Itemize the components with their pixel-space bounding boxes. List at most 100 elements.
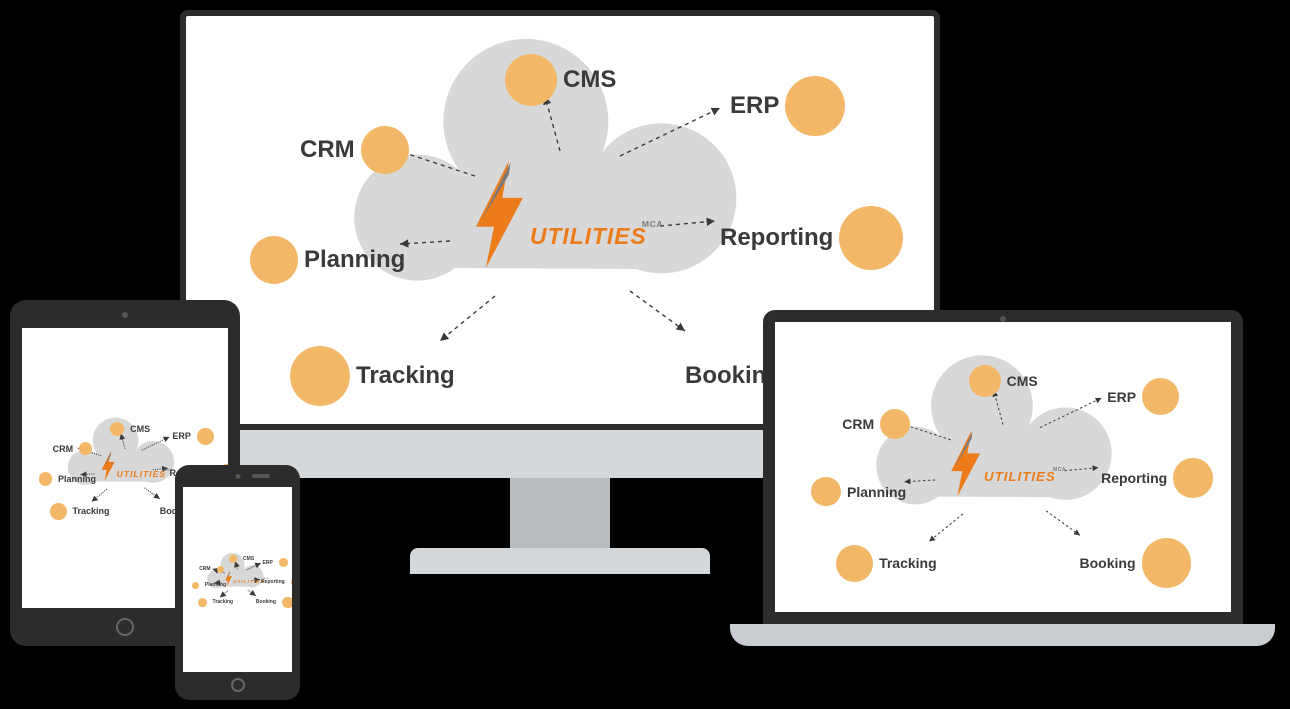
node-bubble-planning (192, 582, 199, 589)
tablet-camera-icon (122, 312, 128, 318)
brand-suffix: MCA (642, 219, 663, 229)
diagram-phone: UTILITIESMCACMSERPCRMReportingPlanningTr… (183, 487, 292, 672)
node-label-reporting: Reporting (261, 579, 285, 585)
node-tracking: Tracking (198, 598, 233, 607)
node-label-reporting: Reporting (1101, 470, 1167, 486)
device-laptop: UTILITIESMCA CMS ERP CRM Reporting Planning Tr… (730, 310, 1275, 646)
node-label-planning: Planning (58, 474, 96, 484)
brand-logo: UTILITIESMCA (984, 469, 1069, 484)
node-label-erp: ERP (263, 560, 273, 566)
node-bubble-tracking (836, 545, 873, 582)
node-bubble-planning (39, 472, 52, 485)
node-bubble-reporting (1173, 458, 1212, 497)
laptop-lid: UTILITIESMCA CMS ERP CRM Reporting Planning Tr… (763, 310, 1243, 624)
arrow-tracking (92, 489, 107, 502)
node-bubble-tracking (50, 503, 67, 520)
node-crm: CRM (842, 409, 909, 439)
node-bubble-erp (279, 558, 288, 567)
node-label-crm: CRM (300, 136, 355, 164)
node-bubble-tracking (290, 346, 350, 406)
node-reporting: Reporting (720, 206, 903, 270)
brand-logo: UTILITIESMCA (117, 469, 175, 479)
brand-suffix: MCA (1053, 467, 1066, 473)
node-bubble-crm (217, 566, 224, 573)
node-label-reporting: Reporting (720, 224, 833, 252)
node-bubble-booking (282, 597, 292, 609)
node-bubble-crm (79, 442, 92, 455)
arrow-tracking (220, 591, 228, 598)
node-erp: ERP (1107, 378, 1179, 415)
node-label-crm: CRM (199, 566, 210, 572)
arrow-booking (1046, 511, 1080, 536)
node-planning: Planning (250, 236, 405, 284)
node-booking: Booking (1080, 538, 1191, 587)
node-reporting: Reporting (1101, 458, 1213, 497)
monitor-base (410, 548, 710, 574)
node-label-tracking: Tracking (73, 506, 110, 516)
phone-speaker-icon (252, 474, 270, 478)
node-bubble-cms (505, 54, 557, 106)
node-erp: ERP (172, 428, 213, 445)
node-crm: CRM (300, 126, 409, 174)
phone-body: UTILITIESMCACMSERPCRMReportingPlanningTr… (175, 465, 300, 700)
node-label-erp: ERP (730, 92, 779, 120)
node-bubble-planning (250, 236, 298, 284)
brand-name: UTILITIES (233, 580, 264, 585)
node-bubble-erp (197, 428, 214, 445)
node-bubble-reporting (291, 577, 292, 586)
node-reporting: Reporting (261, 577, 292, 586)
node-cms: CMS (110, 422, 150, 436)
node-label-cms: CMS (243, 556, 254, 562)
node-bubble-planning (811, 477, 841, 507)
node-crm: CRM (199, 566, 223, 573)
brand-logo: UTILITIESMCA (530, 223, 668, 250)
node-erp: ERP (263, 558, 288, 567)
node-booking: Booking (256, 597, 292, 609)
arrow-tracking (929, 514, 963, 542)
monitor-neck (510, 478, 610, 548)
node-bubble-booking (1142, 538, 1191, 587)
node-label-crm: CRM (53, 444, 74, 454)
node-planning: Planning (192, 582, 226, 589)
node-label-booking: Booking (1080, 555, 1136, 571)
node-bubble-erp (1142, 378, 1179, 415)
node-bubble-tracking (198, 598, 207, 607)
node-bubble-cms (110, 422, 124, 436)
node-bubble-erp (785, 76, 845, 136)
node-planning: Planning (39, 472, 96, 485)
node-label-planning: Planning (304, 246, 405, 274)
node-label-tracking: Tracking (879, 555, 937, 571)
phone-screen: UTILITIESMCACMSERPCRMReportingPlanningTr… (183, 487, 292, 672)
device-phone: UTILITIESMCACMSERPCRMReportingPlanningTr… (175, 465, 300, 700)
node-tracking: Tracking (290, 346, 455, 406)
node-bubble-cms (229, 555, 237, 563)
node-label-crm: CRM (842, 416, 874, 432)
arrow-booking (630, 291, 685, 331)
node-label-tracking: Tracking (356, 362, 455, 390)
arrow-booking (144, 488, 159, 499)
node-planning: Planning (811, 477, 906, 507)
brand-name: UTILITIES (984, 469, 1056, 484)
node-label-booking: Booking (256, 599, 276, 605)
node-cms: CMS (505, 54, 616, 106)
node-label-cms: CMS (563, 66, 616, 94)
node-label-cms: CMS (1007, 373, 1038, 389)
node-cms: CMS (229, 555, 254, 563)
node-bubble-cms (969, 365, 1001, 397)
node-bubble-crm (361, 126, 409, 174)
tablet-home-button (116, 618, 134, 636)
laptop-deck (730, 624, 1275, 646)
node-label-erp: ERP (1107, 389, 1136, 405)
node-tracking: Tracking (50, 503, 110, 520)
node-cms: CMS (969, 365, 1038, 397)
arrow-tracking (440, 296, 495, 341)
brand-name: UTILITIES (530, 223, 647, 249)
arrow-booking (248, 590, 256, 596)
phone-home-button (231, 678, 245, 692)
node-label-cms: CMS (130, 424, 150, 434)
diagram-laptop: UTILITIESMCA CMS ERP CRM Reporting Planning Tr… (775, 322, 1231, 612)
node-label-erp: ERP (172, 431, 191, 441)
phone-camera-icon (235, 474, 240, 479)
node-label-planning: Planning (847, 484, 906, 500)
node-crm: CRM (53, 442, 93, 455)
